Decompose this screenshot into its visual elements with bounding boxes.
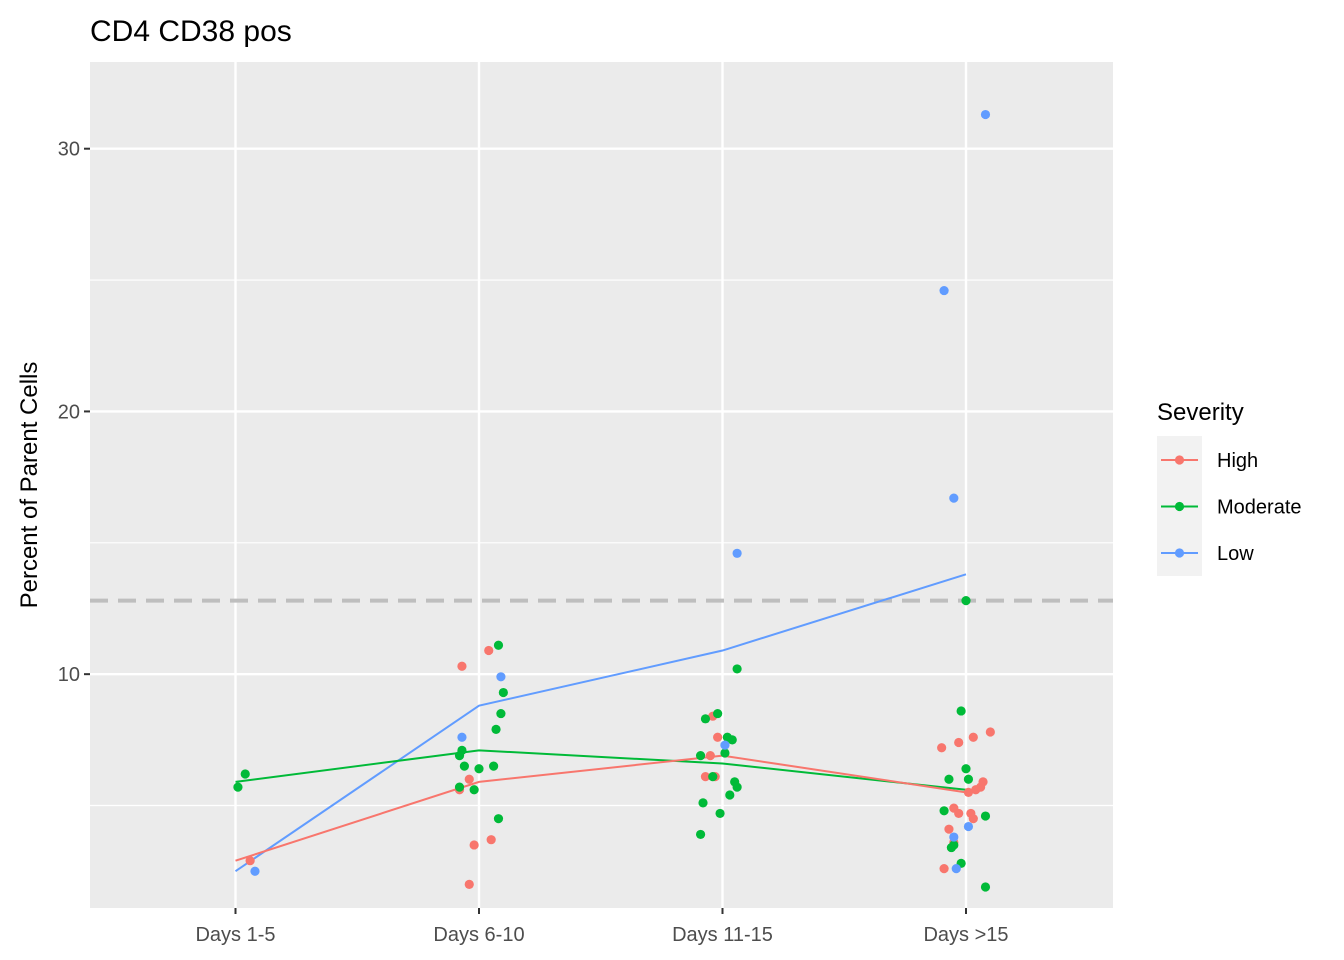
legend-label-moderate: Moderate — [1217, 497, 1302, 519]
data-point-moderate — [498, 687, 508, 698]
trend-line-high — [235, 754, 967, 862]
legend-key-point — [1174, 501, 1185, 512]
data-point-moderate — [474, 764, 484, 774]
legend-key-point — [1174, 455, 1185, 465]
data-point-moderate — [961, 596, 971, 606]
data-point-high — [245, 856, 255, 866]
data-point-high — [486, 835, 496, 845]
data-point-high — [469, 840, 479, 850]
data-point-moderate — [496, 708, 506, 719]
data-point-moderate — [469, 785, 479, 795]
data-point-moderate — [493, 814, 504, 824]
data-point-high — [457, 661, 467, 671]
y-axis-title: Percent of Parent Cells — [16, 362, 43, 609]
data-point-moderate — [725, 790, 735, 800]
x-tick-label: Days >15 — [923, 924, 1008, 946]
legend-key-point — [1174, 548, 1185, 558]
data-point-high — [954, 808, 964, 819]
data-point-moderate — [700, 714, 711, 724]
data-point-low — [496, 672, 506, 682]
trend-lines — [234, 573, 967, 873]
data-points — [233, 109, 995, 892]
data-point-moderate — [980, 882, 991, 892]
trend-line-low — [234, 573, 967, 873]
data-point-moderate — [459, 761, 469, 771]
legend: Severity High Moderate Low — [1157, 399, 1302, 576]
data-point-high — [971, 785, 981, 795]
data-point-high — [963, 787, 974, 797]
data-point-low — [949, 832, 959, 842]
data-point-high — [700, 772, 711, 782]
data-point-moderate — [491, 724, 501, 734]
data-point-high — [464, 774, 474, 784]
data-point-low — [951, 863, 961, 874]
data-point-low — [250, 866, 260, 876]
data-point-moderate — [956, 706, 966, 716]
data-point-moderate — [708, 772, 718, 782]
x-tick-label: Days 1-5 — [195, 924, 275, 946]
data-point-high — [939, 863, 949, 874]
data-point-low — [732, 548, 742, 558]
legend-label-low: Low — [1217, 543, 1254, 565]
data-point-low — [457, 732, 467, 742]
data-point-high — [968, 732, 978, 742]
data-point-moderate — [720, 748, 730, 758]
data-point-low — [949, 493, 959, 503]
data-point-moderate — [489, 761, 499, 771]
x-tick-label: Days 11-15 — [672, 924, 773, 946]
data-point-moderate — [695, 751, 706, 761]
legend-title: Severity — [1157, 399, 1244, 426]
data-point-high — [464, 879, 474, 889]
data-point-moderate — [240, 769, 250, 779]
data-point-low — [720, 740, 730, 750]
chart-title: CD4 CD38 pos — [90, 15, 292, 48]
data-point-high — [937, 743, 947, 753]
data-point-moderate — [713, 708, 723, 719]
data-point-moderate — [493, 640, 504, 650]
data-point-moderate — [939, 806, 949, 816]
data-point-moderate — [454, 751, 465, 761]
y-tick-label: 20 — [58, 401, 80, 423]
data-point-moderate — [715, 808, 725, 819]
legend-label-high: High — [1217, 450, 1258, 472]
data-point-high — [944, 824, 954, 834]
data-point-high — [484, 645, 494, 656]
x-tick-label: Days 6-10 — [433, 924, 524, 946]
data-point-moderate — [963, 774, 974, 784]
data-point-high — [968, 814, 978, 824]
data-point-moderate — [980, 811, 991, 821]
data-point-low — [939, 285, 949, 296]
trend-line-moderate — [235, 749, 967, 791]
data-point-low — [963, 821, 974, 832]
data-point-moderate — [732, 664, 742, 674]
data-point-moderate — [946, 842, 956, 853]
data-point-moderate — [695, 829, 706, 840]
data-point-low — [980, 109, 991, 120]
data-point-moderate — [944, 774, 954, 784]
plot-panel — [90, 62, 1113, 908]
data-point-moderate — [732, 782, 742, 792]
data-point-high — [954, 737, 964, 748]
data-point-high — [985, 727, 995, 737]
data-point-moderate — [233, 782, 243, 792]
y-tick-label: 10 — [58, 664, 80, 686]
y-tick-label: 30 — [58, 139, 80, 161]
data-point-moderate — [454, 782, 465, 792]
data-point-moderate — [727, 735, 737, 745]
data-point-high — [705, 751, 715, 761]
axes: 10 20 30 Days 1-5 Days 6-10 Days 11-15 Days >1… — [58, 139, 1009, 946]
data-point-moderate — [698, 798, 708, 808]
data-point-moderate — [961, 764, 971, 774]
data-point-high — [713, 732, 723, 742]
